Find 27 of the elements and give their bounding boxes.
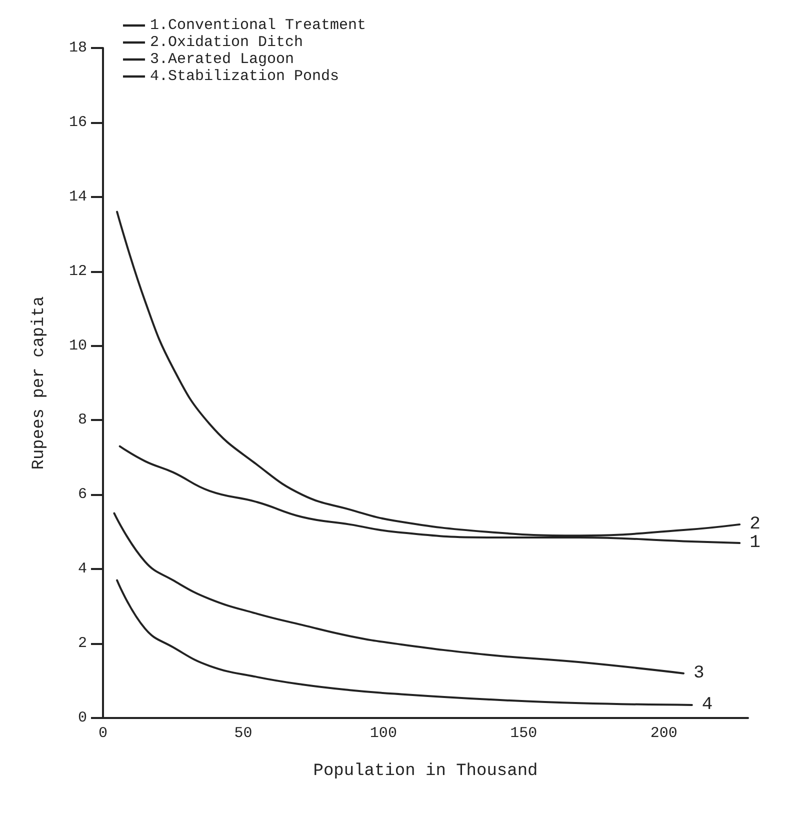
- y-tick-label: 0: [78, 710, 87, 726]
- y-tick-label: 10: [68, 337, 87, 354]
- line-series: [113, 512, 684, 674]
- y-tick-label: 12: [68, 262, 87, 280]
- y-axis-title: Rupees per capita: [30, 296, 49, 470]
- y-tick-label: 8: [78, 412, 87, 429]
- x-axis-title: Population in Thousand: [313, 762, 538, 781]
- legend-label: 1.Conventional Treatment: [150, 17, 366, 34]
- annotation: 2: [750, 514, 760, 534]
- y-tick-label: 16: [68, 114, 87, 131]
- annotation: 4: [702, 694, 713, 715]
- y-tick-label: 18: [68, 40, 87, 56]
- x-tick-label: 200: [650, 725, 678, 742]
- x-tick-label: 0: [98, 725, 108, 742]
- annotation: 3: [694, 663, 704, 684]
- y-tick-label: 14: [68, 188, 87, 206]
- x-tick-label: 50: [234, 725, 252, 742]
- y-tick-label: 6: [78, 486, 87, 504]
- legend-label: 3.Aerated Lagoon: [150, 51, 294, 68]
- line-series: [116, 579, 693, 706]
- x-tick-label: 150: [510, 725, 538, 742]
- legend-label: 4.Stabilization Ponds: [150, 68, 340, 85]
- annotation: 1: [750, 533, 760, 554]
- x-tick-label: 100: [370, 725, 397, 742]
- legend-label: 2.Oxidation Ditch: [150, 34, 304, 51]
- y-tick-label: 2: [78, 635, 87, 652]
- y-tick-label: 4: [78, 560, 87, 578]
